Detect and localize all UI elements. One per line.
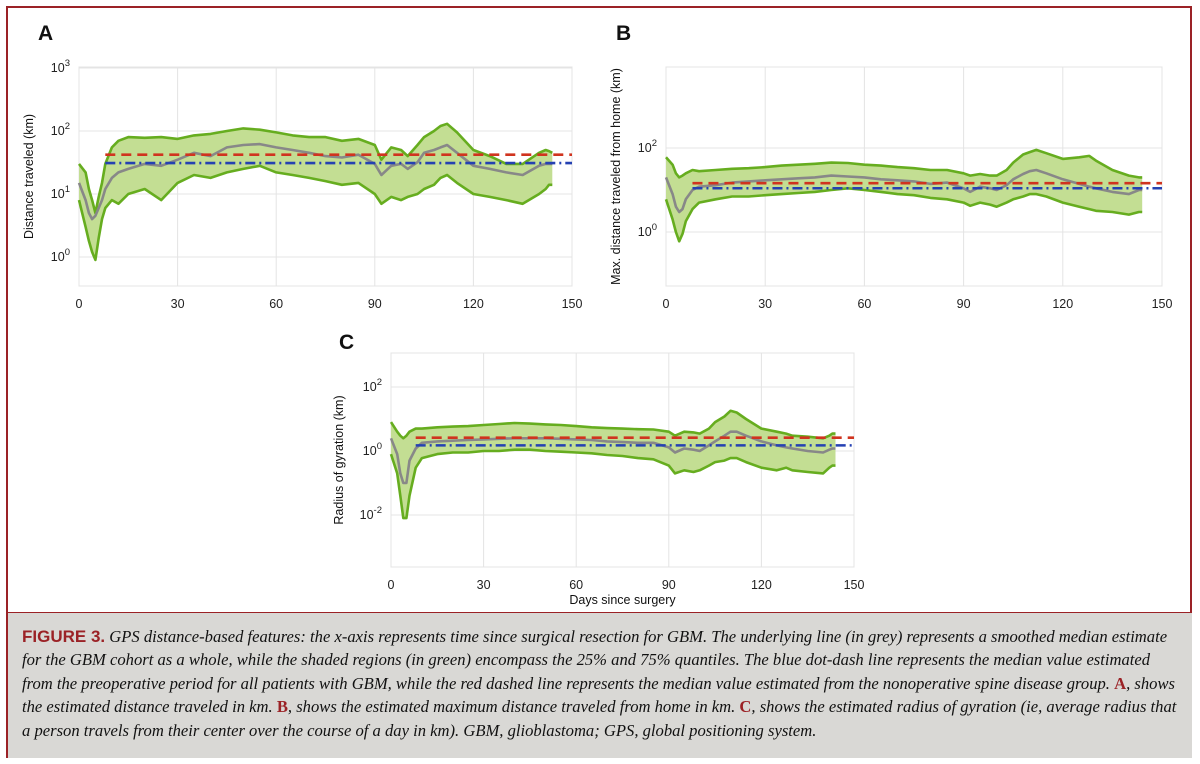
caption-ref-a: A bbox=[1114, 673, 1127, 693]
lower-quantile-line bbox=[389, 448, 836, 520]
x-tick-label: 0 bbox=[663, 297, 670, 311]
y-tick-label: 101 bbox=[51, 184, 70, 201]
x-tick-label: 120 bbox=[463, 297, 484, 311]
x-tick-label: 150 bbox=[844, 578, 865, 592]
x-tick-label: 0 bbox=[388, 578, 395, 592]
x-tick-label: 90 bbox=[662, 578, 676, 592]
panel-label-a: A bbox=[38, 22, 53, 45]
y-axis-label: Max. distance traveled from home (km) bbox=[609, 68, 623, 285]
y-tick-label: 100 bbox=[363, 441, 382, 458]
panel-label-c: C bbox=[339, 331, 354, 354]
figure-caption: FIGURE 3. GPS distance-based features: t… bbox=[8, 612, 1192, 758]
y-tick-label: 10-2 bbox=[360, 505, 382, 522]
panel-a: A 0 30 60 90 120 150 100 101 102 103 Distance trave… bbox=[22, 22, 582, 311]
y-tick-label: 100 bbox=[638, 222, 657, 239]
upper-quantile-line bbox=[389, 409, 836, 440]
x-tick-label: 60 bbox=[569, 578, 583, 592]
figure-panels: A 0 30 60 90 120 150 100 101 102 103 Distance trave… bbox=[22, 22, 1172, 607]
y-tick-label: 102 bbox=[363, 377, 382, 394]
x-tick-label: 150 bbox=[562, 297, 583, 311]
lower-quantile-line bbox=[664, 187, 1143, 243]
x-tick-label: 30 bbox=[477, 578, 491, 592]
y-tick-label: 100 bbox=[51, 247, 70, 264]
y-axis-label: Radius of gyration (km) bbox=[332, 395, 346, 524]
x-tick-label: 0 bbox=[76, 297, 83, 311]
x-tick-label: 90 bbox=[957, 297, 971, 311]
quantile-band bbox=[79, 123, 553, 260]
caption-part-3: , shows the estimated maximum distance t… bbox=[287, 697, 736, 717]
caption-figure-label: FIGURE 3. bbox=[22, 627, 106, 646]
y-tick-label: 103 bbox=[51, 58, 70, 75]
x-tick-label: 90 bbox=[368, 297, 382, 311]
panel-c: C 0 30 60 90 120 150 10-2 100 102 Radius of gyrati… bbox=[332, 331, 864, 607]
y-tick-label: 102 bbox=[51, 121, 70, 138]
caption-ref-c: C bbox=[739, 697, 752, 717]
caption-part-2: , shows the estimated distance traveled … bbox=[22, 673, 1175, 717]
y-axis-label: Distance traveled (km) bbox=[22, 114, 36, 239]
x-tick-label: 30 bbox=[171, 297, 185, 311]
upper-quantile-line bbox=[665, 148, 1143, 179]
panel-label-b: B bbox=[616, 22, 631, 45]
upper-quantile-line bbox=[77, 122, 553, 215]
caption-part-1: GPS distance-based features: the x-axis … bbox=[22, 627, 1168, 693]
x-tick-label: 120 bbox=[751, 578, 772, 592]
x-tick-label: 150 bbox=[1152, 297, 1173, 311]
x-tick-label: 30 bbox=[758, 297, 772, 311]
lower-quantile-line bbox=[77, 164, 553, 262]
x-axis-label: Days since surgery bbox=[569, 593, 676, 607]
caption-ref-b: B bbox=[276, 697, 288, 717]
x-tick-label: 60 bbox=[857, 297, 871, 311]
caption-part-4: , shows the estimated radius of gyration… bbox=[22, 697, 1177, 740]
x-tick-label: 60 bbox=[269, 297, 283, 311]
x-tick-label: 120 bbox=[1052, 297, 1073, 311]
y-tick-label: 102 bbox=[638, 138, 657, 155]
panel-b: B 0 30 60 90 120 150 100 102 Max. distance travel… bbox=[609, 22, 1172, 311]
